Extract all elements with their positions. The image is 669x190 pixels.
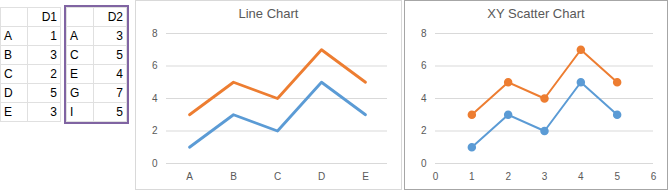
html-text:A: A xyxy=(4,29,12,43)
svg-text:2: 2 xyxy=(152,125,158,136)
html-text:E: E xyxy=(70,67,78,81)
svg-text:4: 4 xyxy=(152,93,158,104)
svg-text:D: D xyxy=(318,171,325,182)
html-text:2: 2 xyxy=(50,67,57,81)
html-text:D1: D1 xyxy=(41,10,57,24)
html-text:C: C xyxy=(70,48,79,62)
svg-text:1: 1 xyxy=(469,171,475,182)
html-text:5: 5 xyxy=(50,86,57,100)
svg-text:5: 5 xyxy=(614,171,620,182)
html-text:4: 4 xyxy=(116,67,123,81)
svg-text:6: 6 xyxy=(152,60,158,71)
html-text:3: 3 xyxy=(50,105,57,119)
html-text:C: C xyxy=(4,67,13,81)
html-text:3: 3 xyxy=(116,29,123,43)
svg-text:0: 0 xyxy=(152,158,158,169)
html-text:E: E xyxy=(4,105,12,119)
html-text:D: D xyxy=(4,86,13,100)
svg-text:2: 2 xyxy=(505,171,511,182)
svg-text:B: B xyxy=(230,171,237,182)
html-text:1: 1 xyxy=(50,29,57,43)
html-text:XY Scatter Chart: XY Scatter Chart xyxy=(487,6,585,21)
svg-text:4: 4 xyxy=(578,171,584,182)
svg-text:A: A xyxy=(186,171,193,182)
svg-text:8: 8 xyxy=(421,28,427,39)
html-text:3: 3 xyxy=(50,48,57,62)
svg-text:E: E xyxy=(362,171,369,182)
html-text:B: B xyxy=(4,48,12,62)
html-text:I: I xyxy=(70,105,74,119)
html-text:A: A xyxy=(70,29,78,43)
svg-text:C: C xyxy=(274,171,281,182)
svg-text:6: 6 xyxy=(421,60,427,71)
svg-text:0: 0 xyxy=(433,171,439,182)
svg-text:3: 3 xyxy=(542,171,548,182)
html-text:D2: D2 xyxy=(107,10,123,24)
svg-text:2: 2 xyxy=(421,125,427,136)
html-text:G: G xyxy=(70,86,80,100)
svg-text:8: 8 xyxy=(152,28,158,39)
html-text:7: 7 xyxy=(116,86,123,100)
html-text:5: 5 xyxy=(116,105,123,119)
svg-text:0: 0 xyxy=(421,158,427,169)
svg-text:6: 6 xyxy=(651,171,657,182)
svg-text:4: 4 xyxy=(421,93,427,104)
html-text:5: 5 xyxy=(116,48,123,62)
html-text:Line Chart: Line Chart xyxy=(238,6,299,21)
